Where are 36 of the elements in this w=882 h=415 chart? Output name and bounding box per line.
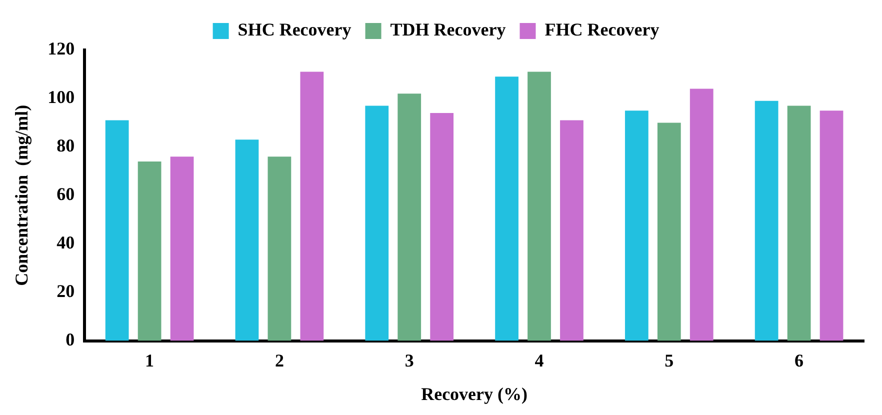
x-tick-label: 2 bbox=[274, 350, 284, 370]
bar bbox=[528, 72, 551, 341]
legend-label: TDH Recovery bbox=[390, 20, 506, 40]
y-tick-label: 60 bbox=[56, 184, 75, 204]
bar bbox=[754, 100, 778, 341]
bar bbox=[690, 88, 714, 341]
bar bbox=[105, 120, 129, 341]
bar bbox=[398, 94, 422, 341]
x-axis-title: Recovery (%) bbox=[421, 384, 528, 404]
bar bbox=[787, 106, 811, 341]
legend-label: FHC Recovery bbox=[544, 20, 660, 40]
legend-label: SHC Recovery bbox=[238, 20, 352, 40]
bar bbox=[365, 106, 389, 341]
x-tick-label: 6 bbox=[794, 350, 804, 370]
y-tick-label: 40 bbox=[56, 232, 75, 253]
y-tick-label: 0 bbox=[66, 329, 75, 350]
bar bbox=[560, 120, 584, 341]
y-tick-label: 80 bbox=[56, 136, 75, 156]
y-tick-label: 20 bbox=[56, 280, 75, 301]
x-tick-label: 3 bbox=[404, 350, 414, 370]
bar bbox=[430, 113, 454, 341]
x-tick-label: 5 bbox=[664, 350, 674, 370]
bar bbox=[495, 76, 518, 341]
x-tick-label: 4 bbox=[534, 350, 544, 370]
y-tick-label: 120 bbox=[48, 38, 75, 59]
bar bbox=[820, 110, 844, 341]
bar bbox=[235, 140, 259, 341]
y-axis-title: Concentration (mg/ml) bbox=[11, 104, 32, 286]
bar bbox=[657, 122, 681, 341]
bar bbox=[624, 110, 648, 341]
x-tick-label: 1 bbox=[145, 350, 154, 370]
bar bbox=[300, 72, 324, 341]
bar bbox=[268, 156, 292, 341]
bar bbox=[170, 156, 194, 341]
bar bbox=[138, 161, 162, 341]
y-tick-label: 100 bbox=[48, 87, 75, 108]
